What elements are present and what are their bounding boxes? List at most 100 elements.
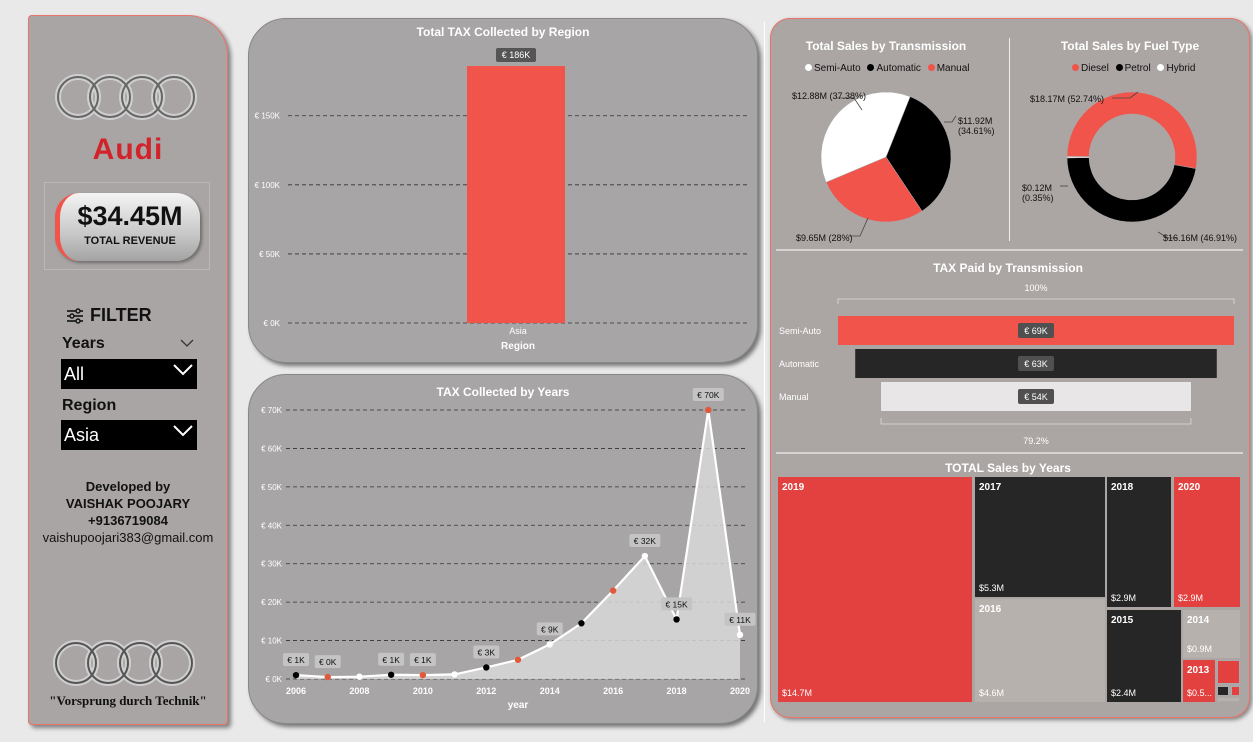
x-tick-label: Asia [509,326,527,336]
data-label: $16.16M (46.91%) [1163,233,1238,243]
audi-rings-logo [55,74,197,120]
chevron-down-icon [173,425,193,437]
developed-by-label: Developed by [85,479,171,494]
y-tick-label: € 50K [261,483,283,492]
treemap-cell[interactable]: 2015 $2.4M [1107,610,1181,702]
chart-title: TOTAL Sales by Years [945,461,1071,475]
data-point [546,641,553,648]
data-point [451,671,458,678]
brand-motto: "Vorsprung durch Technik" [49,693,207,708]
leader-line [1112,91,1139,99]
region-slicer-value: Asia [64,425,100,445]
y-tick-label: € 0K [264,319,281,328]
fuel-donut-chart [1060,91,1198,239]
treemap-cell[interactable]: 2014 $0.9M [1183,610,1240,658]
y-tick-label: € 100K [255,181,281,190]
data-label: € 0K [319,657,337,667]
legend-item[interactable]: Semi-Auto [805,63,861,74]
y-tick-label: € 40K [261,521,283,530]
filter-icon [67,308,83,324]
treemap-year-label: 2017 [979,482,1002,493]
data-point [356,673,363,680]
chart-title: TAX Collected by Years [436,385,570,399]
y-tick-label: € 30K [261,560,283,569]
pie-slice [1066,157,1197,223]
x-tick-label: 2008 [349,686,369,696]
treemap-cell-small[interactable] [1217,660,1240,684]
data-point [292,671,300,679]
data-label-bg [314,655,341,669]
data-point [514,656,522,663]
divider [776,249,1243,251]
tax-by-years-chart: € 0K € 10K € 20K € 30K € 40K € 50K € 60K € 70K 2… [261,388,756,711]
legend-item[interactable]: Hybrid [1157,63,1195,74]
data-point [387,671,395,678]
data-label: $18.17M (52.74%) [1030,94,1105,104]
treemap-cell[interactable]: 2017 $5.3M [975,477,1105,597]
legend-item[interactable]: Manual [927,63,970,74]
total-revenue-card: $34.45M TOTAL REVENUE [55,193,200,261]
data-point [483,664,490,671]
treemap-cell-small[interactable] [1217,686,1229,696]
chevron-down-icon[interactable] [180,339,194,348]
data-label: € 69K [1024,326,1048,336]
leader-line [944,115,957,123]
leader-line [1157,231,1178,239]
legend-item[interactable]: Diesel [1072,63,1109,74]
treemap-value-label: $0.9M [1187,644,1213,654]
y-tick-label: € 50K [259,250,281,259]
data-label: € 9K [541,624,559,634]
data-label-bg [724,612,756,626]
years-slicer-value: All [64,364,85,384]
treemap-year-label: 2016 [979,604,1002,615]
data-point [609,587,617,594]
legend: Semi-Auto Automatic Manual [805,63,974,74]
legend-item[interactable]: Automatic [867,63,921,74]
pie-slice [820,91,911,183]
data-label: € 54K [1024,392,1048,402]
treemap-cell[interactable]: 2020 $2.9M [1174,477,1240,607]
data-label: € 11K [729,615,751,625]
treemap-year-label: 2019 [782,482,805,493]
data-label-bg [378,652,405,666]
x-tick-label: 2016 [603,686,623,696]
audi-rings-logo-bottom [53,640,195,686]
years-slicer-dropdown[interactable]: All [61,359,197,389]
chart-title: Total Sales by Fuel Type [1060,39,1200,53]
treemap-cell[interactable]: 2013 $0.5... [1183,660,1215,702]
sales-by-years-treemap: 2019 $14.7M 2017 $5.3M 2018 $2.9M 2020 $2.9M 201… [778,477,1240,702]
data-label-bg [496,48,536,62]
funnel-top-label: 100% [1024,283,1047,293]
data-label: $12.88M (37.38%) [792,91,867,101]
data-label: $9.65M (28%) [796,233,853,243]
y-tick-label: € 20K [261,598,283,607]
data-label-bg [536,622,563,636]
y-tick-label: € 0K [266,675,283,684]
y-tick-label: € 70K [261,406,283,415]
legend-item[interactable]: Petrol [1115,63,1151,74]
developer-name: VAISHAK POOJARY [65,496,191,511]
kpi-card: $34.45M TOTAL REVENUE [44,182,210,270]
treemap-cell[interactable]: 2016 $4.6M [975,599,1105,702]
x-tick-label: 2006 [286,686,306,696]
data-point [324,673,331,681]
treemap-year-label: 2014 [1187,615,1210,626]
sidebar: Audi $34.45M TOTAL REVENUE FILTER Years … [28,15,228,725]
data-label-bg [692,388,724,401]
data-point [419,671,427,679]
legend: Diesel Petrol Hybrid [1072,63,1199,74]
x-tick-label: 2012 [476,686,496,696]
treemap-cell[interactable]: 2019 $14.7M [778,477,972,702]
treemap-cell[interactable]: 2018 $2.9M [1107,477,1171,607]
funnel-bottom-label: 79.2% [1023,436,1049,446]
data-label-bg [1018,389,1054,404]
developer-credits: Developed by VAISHAK POOJARY +9136719084… [28,478,228,546]
treemap-cell-small[interactable] [1231,686,1240,696]
chevron-down-icon [173,364,193,376]
treemap-value-label: $2.9M [1111,593,1137,603]
area-fill [296,410,740,679]
data-label: € 1K [414,655,432,665]
treemap-cell-small[interactable] [1217,697,1240,702]
treemap-value-label: $2.9M [1178,593,1204,603]
region-slicer-dropdown[interactable]: Asia [61,420,197,450]
